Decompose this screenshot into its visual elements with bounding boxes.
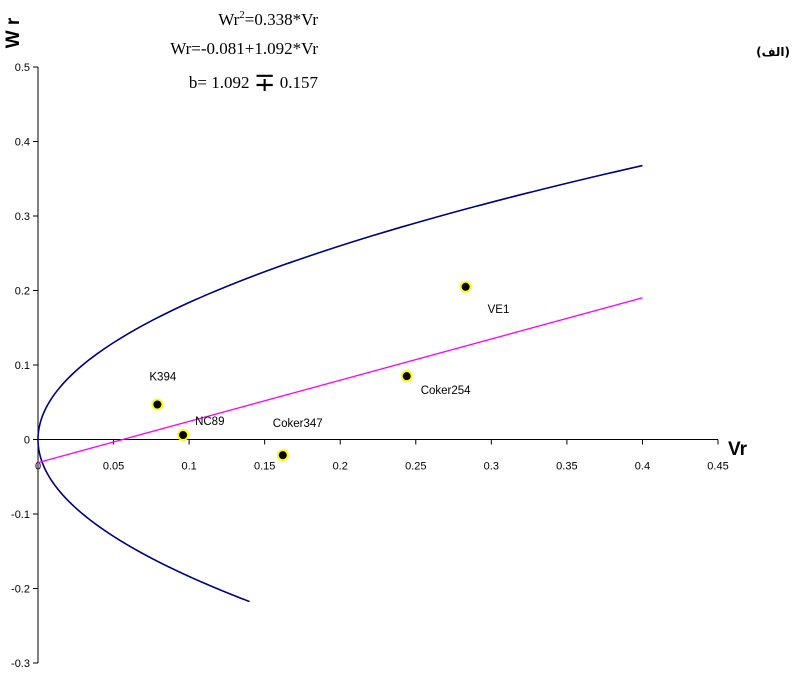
y-tick-label: 0.4 [15, 137, 30, 149]
slope-plus-minus-symbol: ∓ [254, 68, 276, 97]
slope-equation: b= 1.092 ∓ 0.157 [189, 68, 319, 97]
x-axis-title: Vr [728, 439, 748, 460]
parabola-equation-rhs: =0.338*Vr [245, 10, 319, 29]
parabola-lower-curve [37, 439, 250, 603]
regression-line [37, 297, 643, 464]
x-tick-label: 0.25 [405, 461, 426, 473]
data-point [177, 429, 190, 442]
data-point [276, 449, 289, 462]
x-tick-label: 0 [35, 461, 41, 473]
data-point [459, 280, 472, 293]
y-tick-label: -0.2 [11, 584, 30, 596]
x-tick-label: 0.35 [556, 461, 577, 473]
y-tick-label: -0.1 [11, 509, 30, 521]
x-tick-label: 0.2 [333, 461, 348, 473]
y-tick-label: 0.1 [15, 360, 30, 372]
x-ticks: 0 0.05 0.1 0.15 0.2 0.25 0.3 0.35 0.4 0.45 [35, 439, 729, 473]
data-point-label: Coker254 [421, 385, 471, 397]
parabola-equation-exponent: 2 [239, 9, 245, 21]
y-tick-label: 0 [24, 435, 30, 447]
data-point-label: VE1 [488, 304, 510, 316]
parabola-equation-lhs: Wr [218, 10, 239, 29]
data-point-label: K394 [149, 371, 176, 383]
x-tick-label: 0.15 [254, 461, 275, 473]
data-point-label: NC89 [195, 416, 224, 428]
data-point-label: Coker347 [273, 418, 323, 430]
parabola-equation: Wr2=0.338*Vr [218, 9, 318, 29]
data-point [151, 398, 164, 411]
slope-equation-lhs: b= 1.092 [189, 73, 254, 92]
x-tick-label: 0.05 [103, 461, 124, 473]
y-tick-label: 0.3 [15, 211, 30, 223]
y-tick-label: 0.2 [15, 286, 30, 298]
axes [37, 67, 718, 663]
data-point [400, 370, 413, 383]
x-tick-label: 0.45 [707, 461, 728, 473]
x-tick-label: 0.1 [181, 461, 196, 473]
y-tick-label: 0.5 [15, 62, 30, 74]
slope-equation-rhs: 0.157 [276, 73, 319, 92]
y-ticks: 0.5 0.4 0.3 0.2 0.1 0 -0.1 -0.2 -0.3 [11, 62, 38, 670]
y-tick-label: -0.3 [11, 658, 30, 670]
x-tick-label: 0.3 [484, 461, 499, 473]
y-axis-title: W r [3, 17, 24, 48]
panel-label: (الف) [756, 45, 790, 59]
regression-equation: Wr=-0.081+1.092*Vr [170, 39, 318, 58]
data-points: K394 NC89 Coker347 Coker254 VE1 [149, 280, 510, 462]
parabola-upper-curve [37, 164, 643, 440]
x-tick-label: 0.4 [635, 461, 650, 473]
